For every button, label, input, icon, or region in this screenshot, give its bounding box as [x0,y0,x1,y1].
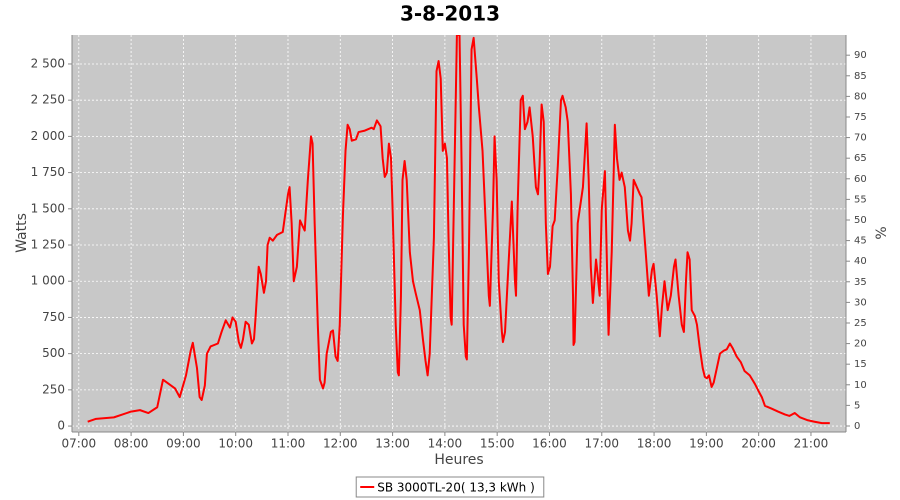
x-tick-label: 15:00 [480,437,515,451]
y2-tick-label: 40 [854,256,867,267]
y2-tick-label: 70 [854,133,867,144]
y2-tick-label: 5 [854,400,860,411]
x-tick-label: 11:00 [271,437,306,451]
data-line [87,35,830,425]
x-tick-label: 21:00 [794,437,829,451]
legend-label: SB 3000TL-20( 13,3 kWh ) [377,481,535,495]
y-tick-label: 2 250 [31,93,65,107]
y2-tick-label: 10 [854,380,867,391]
y2-tick-label: 30 [854,297,867,308]
y2-tick-label: 15 [854,359,867,370]
y-tick-label: 1 750 [31,165,65,179]
y2-tick-label: 80 [854,91,867,102]
x-tick-label: 08:00 [114,437,149,451]
y-tick-label: 1 500 [31,201,65,215]
plot-area [72,35,846,432]
y-axis-title: Watts [14,213,30,253]
y2-tick-label: 75 [854,112,867,123]
y2-tick-label: 0 [854,421,860,432]
y-tick-label: 250 [42,382,65,396]
x-tick-label: 20:00 [741,437,776,451]
y2-tick-label: 45 [854,236,867,247]
y2-tick-label: 60 [854,174,867,185]
x-tick-label: 14:00 [428,437,463,451]
y2-tick-label: 90 [854,50,867,61]
x-tick-label: 16:00 [532,437,567,451]
y-tick-label: 2 500 [31,56,65,70]
chart-title: 3-8-2013 [400,2,500,26]
y-tick-label: 0 [57,419,65,433]
y2-tick-label: 55 [854,194,867,205]
y2-tick-label: 25 [854,318,867,329]
y-tick-label: 2 000 [31,129,65,143]
x-tick-label: 19:00 [689,437,724,451]
legend: SB 3000TL-20( 13,3 kWh ) [355,476,545,498]
x-tick-label: 07:00 [62,437,97,451]
y-tick-label: 500 [42,346,65,360]
x-tick-label: 10:00 [218,437,253,451]
y2-tick-label: 20 [854,339,867,350]
y-tick-label: 1 250 [31,238,65,252]
y2-tick-label: 85 [854,71,867,82]
y2-tick-label: 35 [854,277,867,288]
y2-tick-label: 65 [854,153,867,164]
x-axis-title: Heures [434,452,483,468]
y-tick-label: 750 [42,310,65,324]
legend-box [355,476,545,498]
x-tick-label: 09:00 [166,437,201,451]
y-tick-label: 1 000 [31,274,65,288]
y2-axis-title: % [874,226,890,239]
x-tick-label: 17:00 [584,437,619,451]
y2-tick-label: 50 [854,215,867,226]
x-tick-label: 12:00 [323,437,358,451]
x-tick-label: 18:00 [637,437,672,451]
x-tick-label: 13:00 [375,437,410,451]
